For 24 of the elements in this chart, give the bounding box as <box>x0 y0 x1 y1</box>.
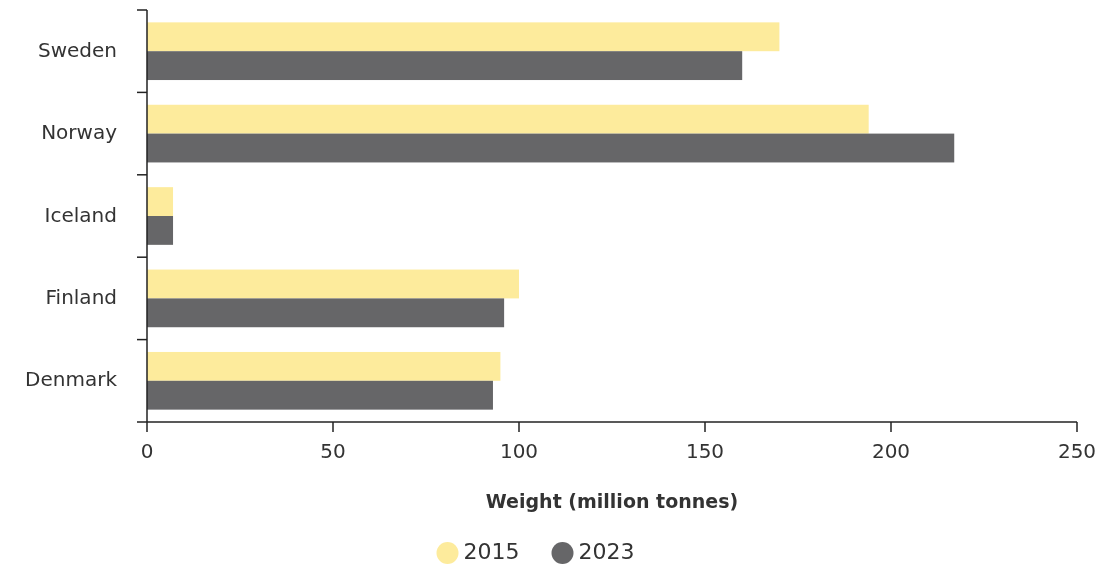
bar <box>147 269 519 299</box>
bar <box>147 104 869 134</box>
bar <box>147 133 955 163</box>
bar <box>147 298 505 328</box>
x-tick-label: 150 <box>685 439 725 463</box>
x-tick-label: 50 <box>320 439 346 463</box>
bar <box>147 351 501 381</box>
x-tick-label: 250 <box>1057 439 1097 463</box>
x-axis-title: Weight (million tonnes) <box>485 490 739 512</box>
bar <box>147 22 780 52</box>
x-tick-label: 0 <box>140 439 154 463</box>
bar <box>147 380 493 410</box>
y-tick-label: Iceland <box>44 202 117 227</box>
bar <box>147 51 743 81</box>
bar <box>147 187 174 216</box>
x-tick-label: 200 <box>871 439 911 463</box>
y-tick-label: Finland <box>45 284 117 309</box>
legend-label: 2015 <box>463 539 520 564</box>
bar <box>147 216 174 245</box>
y-tick-label: Norway <box>41 120 118 145</box>
x-tick-label: 100 <box>499 439 539 463</box>
y-tick-label: Sweden <box>37 37 117 62</box>
y-tick-label: Denmark <box>25 367 118 392</box>
legend-label: 2023 <box>578 539 635 564</box>
